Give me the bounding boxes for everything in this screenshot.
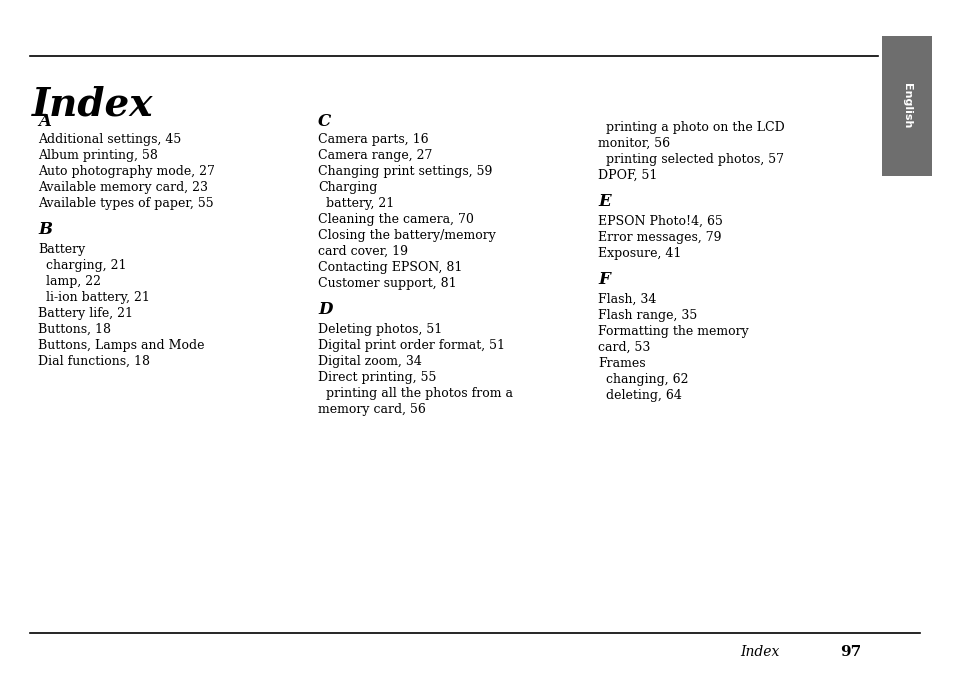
Text: printing all the photos from a: printing all the photos from a	[317, 387, 513, 400]
Text: Battery: Battery	[38, 243, 85, 256]
Text: B: B	[38, 221, 52, 238]
Text: DPOF, 51: DPOF, 51	[598, 169, 657, 182]
Text: Exposure, 41: Exposure, 41	[598, 247, 680, 260]
Text: Changing print settings, 59: Changing print settings, 59	[317, 165, 492, 178]
Text: Camera range, 27: Camera range, 27	[317, 149, 432, 162]
Text: Available memory card, 23: Available memory card, 23	[38, 181, 208, 194]
Text: Formatting the memory: Formatting the memory	[598, 325, 748, 338]
Text: changing, 62: changing, 62	[598, 373, 688, 386]
Text: C: C	[317, 113, 331, 130]
Text: card, 53: card, 53	[598, 341, 650, 354]
Text: English: English	[901, 83, 911, 129]
Text: Buttons, 18: Buttons, 18	[38, 323, 111, 336]
Text: Additional settings, 45: Additional settings, 45	[38, 133, 181, 146]
Text: 97: 97	[840, 645, 861, 659]
Text: li-ion battery, 21: li-ion battery, 21	[38, 291, 150, 304]
Text: Contacting EPSON, 81: Contacting EPSON, 81	[317, 261, 462, 274]
Text: Flash range, 35: Flash range, 35	[598, 309, 697, 322]
Text: charging, 21: charging, 21	[38, 259, 127, 272]
Text: Cleaning the camera, 70: Cleaning the camera, 70	[317, 213, 474, 226]
Text: Album printing, 58: Album printing, 58	[38, 149, 157, 162]
Text: F: F	[598, 271, 609, 288]
Text: E: E	[598, 193, 610, 210]
Text: Index: Index	[740, 645, 779, 659]
Text: Battery life, 21: Battery life, 21	[38, 307, 132, 320]
Text: Flash, 34: Flash, 34	[598, 293, 656, 306]
Text: Digital zoom, 34: Digital zoom, 34	[317, 355, 421, 368]
Text: D: D	[317, 301, 332, 318]
Text: A: A	[38, 113, 51, 130]
Text: Charging: Charging	[317, 181, 377, 194]
Text: Direct printing, 55: Direct printing, 55	[317, 371, 436, 384]
Text: battery, 21: battery, 21	[317, 197, 394, 210]
Text: Dial functions, 18: Dial functions, 18	[38, 355, 150, 368]
Text: Error messages, 79: Error messages, 79	[598, 231, 720, 244]
Text: lamp, 22: lamp, 22	[38, 275, 101, 288]
Text: Deleting photos, 51: Deleting photos, 51	[317, 323, 442, 336]
Text: Index: Index	[32, 86, 153, 124]
Text: Buttons, Lamps and Mode: Buttons, Lamps and Mode	[38, 339, 204, 352]
Text: card cover, 19: card cover, 19	[317, 245, 408, 258]
Text: Auto photography mode, 27: Auto photography mode, 27	[38, 165, 214, 178]
Text: memory card, 56: memory card, 56	[317, 403, 425, 416]
Text: Closing the battery/memory: Closing the battery/memory	[317, 229, 496, 242]
Text: EPSON Photo!4, 65: EPSON Photo!4, 65	[598, 215, 722, 228]
Text: Frames: Frames	[598, 357, 645, 370]
Text: Customer support, 81: Customer support, 81	[317, 277, 456, 290]
Text: printing selected photos, 57: printing selected photos, 57	[598, 153, 783, 166]
Text: deleting, 64: deleting, 64	[598, 389, 681, 402]
Text: Available types of paper, 55: Available types of paper, 55	[38, 197, 213, 210]
Text: Camera parts, 16: Camera parts, 16	[317, 133, 428, 146]
Text: printing a photo on the LCD: printing a photo on the LCD	[598, 121, 784, 134]
Text: Digital print order format, 51: Digital print order format, 51	[317, 339, 504, 352]
Text: monitor, 56: monitor, 56	[598, 137, 669, 150]
Bar	[882, 36, 931, 176]
